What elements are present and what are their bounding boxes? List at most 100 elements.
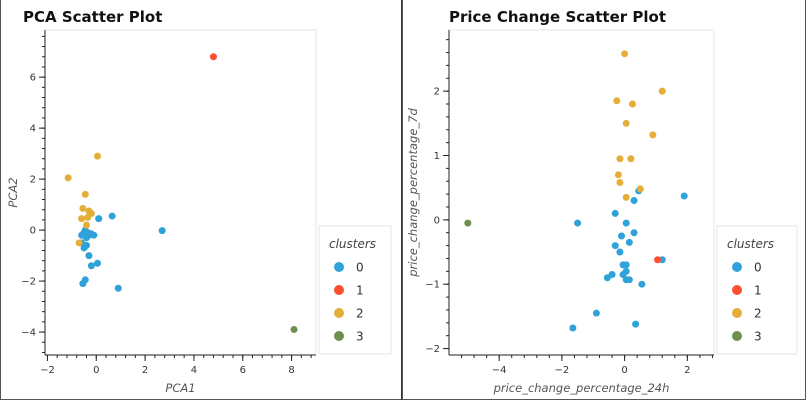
x-tick-label: 2 bbox=[684, 365, 690, 376]
x-tick-label: 0 bbox=[93, 365, 99, 376]
scatter-point-cluster-2[interactable] bbox=[64, 174, 72, 182]
legend-label-1: 1 bbox=[356, 284, 364, 298]
y-tick-label: 0 bbox=[30, 226, 36, 237]
scatter-point-cluster-2[interactable] bbox=[613, 97, 621, 105]
legend-marker-1[interactable] bbox=[732, 285, 742, 295]
chart-title: PCA Scatter Plot bbox=[23, 8, 162, 26]
legend-title: clusters bbox=[727, 237, 774, 251]
panel-divider bbox=[401, 0, 402, 400]
scatter-point-cluster-0[interactable] bbox=[114, 284, 122, 292]
scatter-point-cluster-0[interactable] bbox=[87, 262, 95, 270]
scatter-point-cluster-2[interactable] bbox=[627, 155, 635, 163]
scatter-point-cluster-2[interactable] bbox=[622, 193, 630, 201]
legend-label-1: 1 bbox=[754, 284, 762, 298]
scatter-point-cluster-2[interactable] bbox=[658, 87, 666, 95]
legend-marker-2[interactable] bbox=[732, 308, 742, 318]
legend-label-0: 0 bbox=[754, 261, 762, 275]
legend-marker-1[interactable] bbox=[334, 285, 344, 295]
scatter-point-cluster-0[interactable] bbox=[84, 229, 92, 237]
scatter-point-cluster-2[interactable] bbox=[81, 190, 89, 198]
scatter-point-cluster-1[interactable] bbox=[654, 256, 662, 264]
y-tick-label: 2 bbox=[30, 175, 36, 186]
scatter-point-cluster-2[interactable] bbox=[621, 50, 629, 58]
scatter-point-cluster-0[interactable] bbox=[95, 215, 103, 223]
scatter-point-cluster-0[interactable] bbox=[630, 197, 638, 205]
plot-area bbox=[44, 29, 317, 356]
scatter-point-cluster-2[interactable] bbox=[616, 155, 624, 163]
scatter-point-cluster-3[interactable] bbox=[290, 326, 298, 334]
scatter-point-cluster-2[interactable] bbox=[93, 152, 101, 160]
y-tick-label: −2 bbox=[21, 277, 36, 288]
scatter-point-cluster-0[interactable] bbox=[625, 238, 633, 246]
scatter-point-cluster-0[interactable] bbox=[592, 309, 600, 317]
scatter-point-cluster-0[interactable] bbox=[108, 212, 116, 220]
legend-box bbox=[318, 225, 392, 355]
legend-marker-0[interactable] bbox=[732, 262, 742, 272]
y-tick-label: −2 bbox=[425, 344, 440, 355]
price-change-scatter-plot: Price Change Scatter Plot −4 −2 0 2 −2 −1 0 1 2 pr… bbox=[406, 8, 798, 395]
scatter-point-cluster-0[interactable] bbox=[680, 192, 688, 200]
scatter-point-cluster-2[interactable] bbox=[83, 221, 91, 229]
scatter-point-cluster-0[interactable] bbox=[603, 274, 611, 282]
scatter-point-cluster-0[interactable] bbox=[632, 320, 640, 328]
scatter-point-cluster-0[interactable] bbox=[617, 232, 625, 240]
scatter-point-cluster-0[interactable] bbox=[569, 324, 577, 332]
x-tick-label: −2 bbox=[40, 365, 55, 376]
x-tick-label: 8 bbox=[288, 365, 294, 376]
pca-chart-panel: PCA Scatter Plot −2 0 2 4 6 8 −4 −2 0 2 4 6 PCA1 PCA2 c… bbox=[0, 0, 401, 400]
scatter-point-cluster-2[interactable] bbox=[616, 179, 624, 187]
scatter-point-cluster-2[interactable] bbox=[84, 213, 92, 221]
y-tick-label: −1 bbox=[425, 280, 440, 291]
scatter-point-cluster-0[interactable] bbox=[611, 209, 619, 217]
legend-marker-3[interactable] bbox=[334, 331, 344, 341]
legend-marker-3[interactable] bbox=[732, 331, 742, 341]
scatter-point-cluster-0[interactable] bbox=[638, 280, 646, 288]
legend-label-2: 2 bbox=[754, 307, 762, 321]
price-change-chart-panel: Price Change Scatter Plot −4 −2 0 2 −2 −1 0 1 2 pr… bbox=[402, 0, 806, 400]
scatter-point-cluster-0[interactable] bbox=[90, 231, 98, 239]
y-tick-label: 6 bbox=[30, 73, 36, 84]
legend-label-3: 3 bbox=[356, 330, 364, 344]
scatter-point-cluster-2[interactable] bbox=[628, 100, 636, 108]
scatter-point-cluster-3[interactable] bbox=[464, 219, 472, 227]
chart-title: Price Change Scatter Plot bbox=[449, 8, 666, 26]
scatter-point-cluster-0[interactable] bbox=[611, 242, 619, 250]
legend-marker-2[interactable] bbox=[334, 308, 344, 318]
x-tick-label: −4 bbox=[492, 365, 507, 376]
legend-marker-0[interactable] bbox=[334, 262, 344, 272]
scatter-point-cluster-2[interactable] bbox=[622, 119, 630, 127]
scatter-point-cluster-0[interactable] bbox=[83, 241, 91, 249]
y-tick-label: 4 bbox=[30, 124, 36, 135]
scatter-point-cluster-2[interactable] bbox=[75, 239, 83, 247]
scatter-point-cluster-2[interactable] bbox=[636, 185, 644, 193]
scatter-point-cluster-0[interactable] bbox=[622, 261, 630, 269]
legend-label-2: 2 bbox=[356, 307, 364, 321]
scatter-point-cluster-2[interactable] bbox=[614, 171, 622, 179]
scatter-point-cluster-0[interactable] bbox=[79, 280, 87, 288]
plot-area bbox=[448, 29, 715, 356]
x-tick-label: 0 bbox=[621, 365, 627, 376]
scatter-point-cluster-2[interactable] bbox=[649, 131, 657, 139]
pca-scatter-plot: PCA Scatter Plot −2 0 2 4 6 8 −4 −2 0 2 4 6 PCA1 PCA2 c… bbox=[6, 8, 392, 395]
scatter-point-cluster-0[interactable] bbox=[622, 219, 630, 227]
x-axis-label: price_change_percentage_24h bbox=[493, 381, 670, 395]
x-axis-label: PCA1 bbox=[165, 381, 195, 395]
y-tick-label: −4 bbox=[21, 328, 36, 339]
scatter-point-cluster-0[interactable] bbox=[622, 267, 630, 275]
legend-title: clusters bbox=[329, 237, 376, 251]
x-tick-label: −2 bbox=[555, 365, 570, 376]
x-tick-label: 2 bbox=[142, 365, 148, 376]
scatter-point-cluster-0[interactable] bbox=[616, 248, 624, 256]
scatter-point-cluster-1[interactable] bbox=[209, 53, 217, 61]
scatter-point-cluster-2[interactable] bbox=[79, 204, 87, 212]
scatter-point-cluster-0[interactable] bbox=[630, 229, 638, 237]
legend-box bbox=[716, 225, 798, 355]
scatter-point-cluster-0[interactable] bbox=[85, 252, 93, 260]
scatter-point-cluster-0[interactable] bbox=[158, 227, 166, 235]
x-tick-label: 6 bbox=[240, 365, 246, 376]
scatter-point-cluster-0[interactable] bbox=[93, 259, 101, 267]
scatter-point-cluster-0[interactable] bbox=[625, 276, 633, 284]
scatter-point-cluster-2[interactable] bbox=[78, 215, 86, 223]
scatter-point-cluster-0[interactable] bbox=[574, 219, 582, 227]
y-axis-label: price_change_percentage_7d bbox=[406, 108, 420, 278]
